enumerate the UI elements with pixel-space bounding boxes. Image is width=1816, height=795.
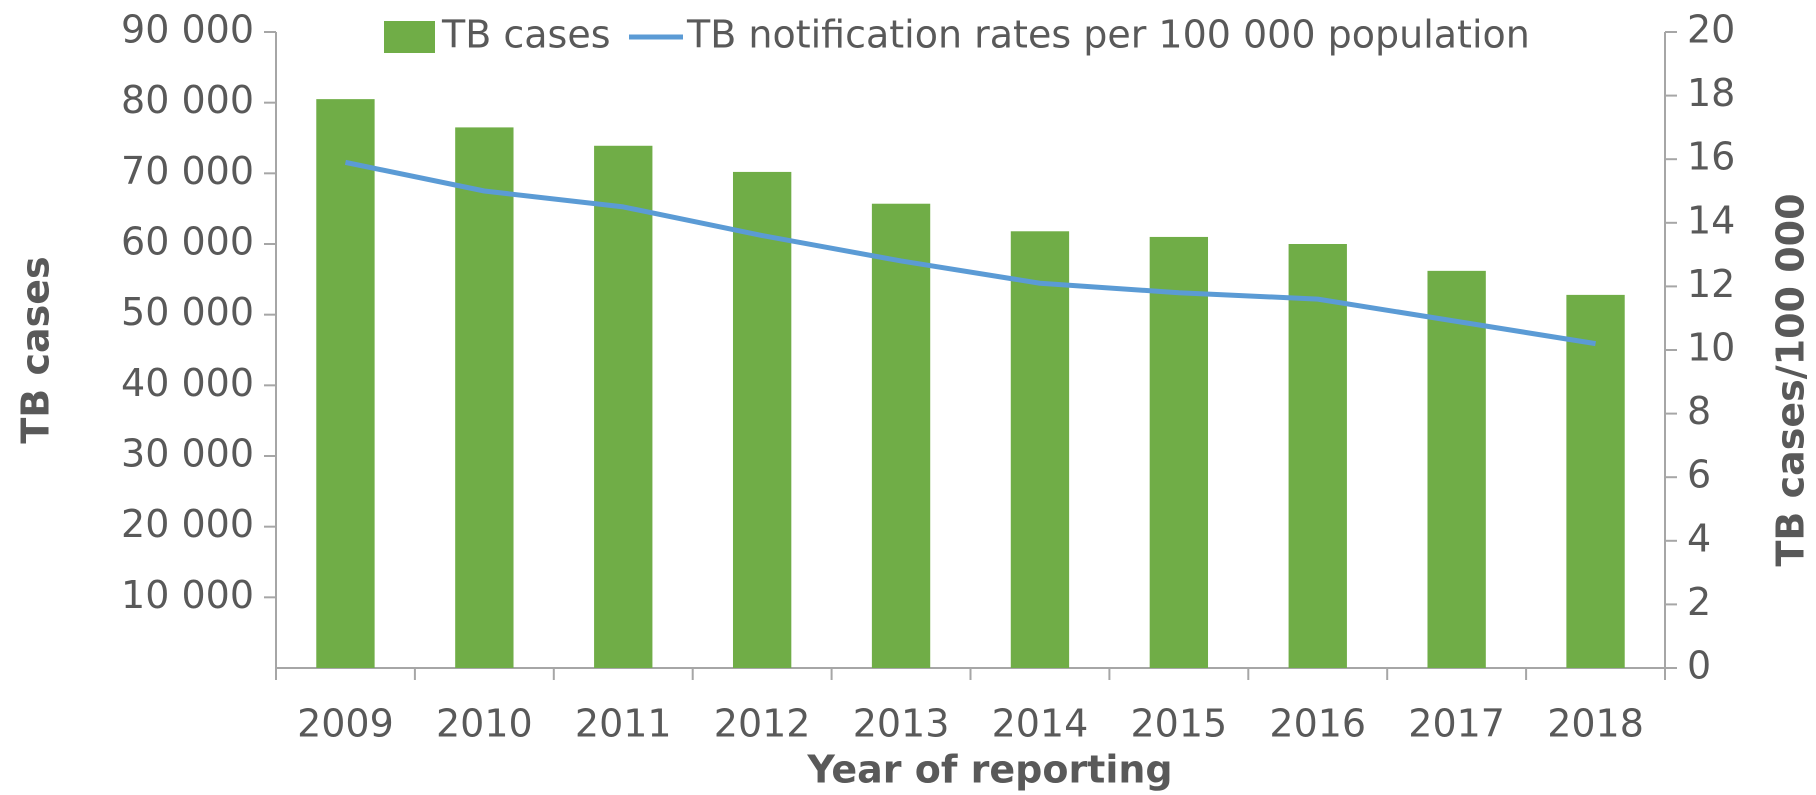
line: [344, 159, 1596, 347]
y-tick-label: 20 000: [121, 502, 254, 546]
bar: [1427, 270, 1486, 668]
bar: [594, 145, 653, 669]
legend-label: TB notification rates per 100 000 popula…: [686, 13, 1530, 57]
y-tick-label: 80 000: [121, 78, 254, 122]
y-tick-label: 50 000: [121, 290, 254, 334]
y-tick-label: 40 000: [121, 361, 254, 405]
x-tick-label: 2016: [1269, 702, 1366, 746]
x-tick-label: 2014: [992, 702, 1089, 746]
x-tick-label: 2013: [853, 702, 950, 746]
y2-tick-label: 18: [1687, 71, 1735, 115]
x-axis-title: Year of reporting: [806, 748, 1172, 792]
bar: [732, 171, 792, 669]
y2-axis-title: TB cases/100 000: [1769, 193, 1813, 566]
bar: [455, 127, 514, 668]
x-tick-label: 2010: [436, 702, 533, 746]
y-tick-label: 60 000: [121, 220, 254, 264]
y2-tick-label: 4: [1687, 516, 1711, 560]
x-tick-label: 2017: [1408, 702, 1505, 746]
x-tick-label: 2018: [1547, 702, 1644, 746]
y2-tick-label: 0: [1687, 644, 1711, 688]
legend-swatch: [384, 21, 435, 53]
y-tick-label: 70 000: [121, 149, 254, 193]
y-tick-label: 10 000: [121, 573, 254, 617]
y2-tick-label: 8: [1687, 389, 1711, 433]
x-tick-label: 2012: [714, 702, 811, 746]
bar: [1288, 244, 1347, 668]
legend-label: TB cases: [441, 13, 611, 57]
y-tick-label: 90 000: [121, 8, 254, 52]
x-tick-label: 2009: [297, 702, 394, 746]
y2-tick-label: 10: [1687, 326, 1735, 370]
y2-tick-label: 14: [1687, 198, 1735, 242]
y-tick-label: 30 000: [121, 432, 254, 476]
bar: [1010, 231, 1070, 668]
y2-tick-label: 2: [1687, 580, 1711, 624]
y2-tick-label: 20: [1687, 8, 1735, 52]
y2-tick-label: 6: [1687, 453, 1711, 497]
x-tick-label: 2011: [575, 702, 672, 746]
bar: [871, 203, 931, 668]
bar: [1566, 294, 1625, 668]
bar: [316, 99, 375, 669]
y2-tick-label: 16: [1687, 135, 1735, 179]
y2-tick-label: 12: [1687, 262, 1735, 306]
x-tick-label: 2015: [1130, 702, 1227, 746]
y-axis-title: TB cases: [14, 256, 58, 443]
bar: [1149, 236, 1209, 668]
